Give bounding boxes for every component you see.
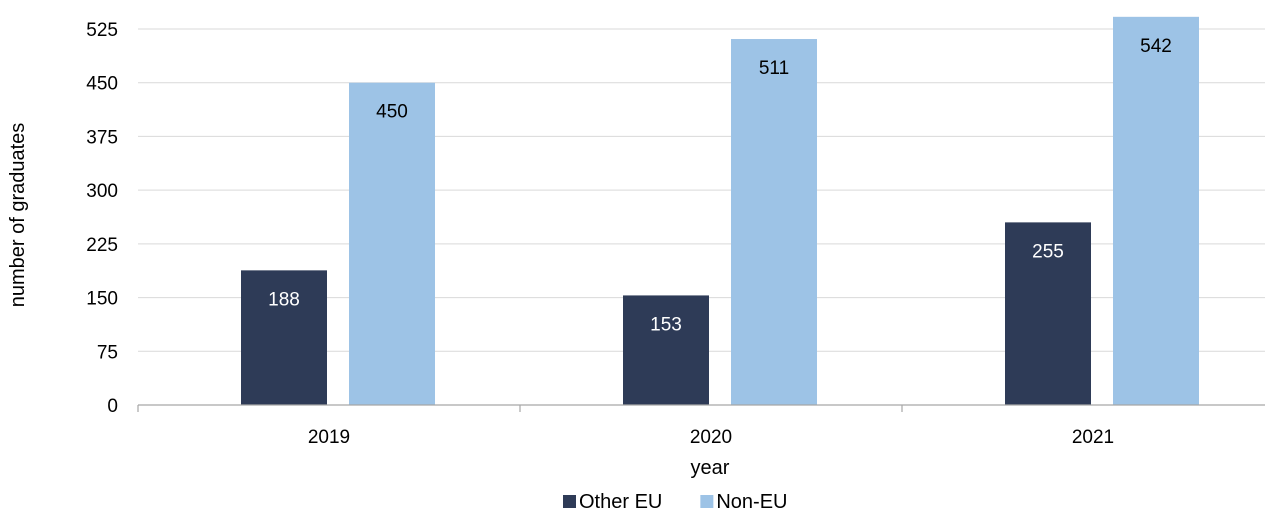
axes: 0 75 150 225 300 375 450 525 2019 2020 2021 <box>86 20 1265 448</box>
y-tick-label: 150 <box>86 289 118 310</box>
bar-non-eu-2019 <box>349 82 435 405</box>
y-tick-label: 375 <box>86 127 118 148</box>
y-tick-label: 75 <box>97 342 118 363</box>
x-tick-label: 2019 <box>308 427 350 448</box>
legend-label: Other EU <box>579 491 662 513</box>
y-tick-label: 450 <box>86 74 118 95</box>
bar-non-eu-2020 <box>731 39 817 405</box>
x-tick-label: 2020 <box>690 427 732 448</box>
y-tick-label: 0 <box>107 396 118 417</box>
data-label: 511 <box>759 58 789 79</box>
bar-other-eu-2020 <box>623 295 709 405</box>
data-label: 188 <box>268 289 300 310</box>
y-tick-label: 225 <box>86 235 118 256</box>
data-labels: 188 450 153 511 255 542 <box>268 36 1172 336</box>
legend: Other EU Non-EU <box>563 491 788 513</box>
data-label: 450 <box>376 102 408 123</box>
bar-other-eu-2021 <box>1005 222 1091 405</box>
legend-swatch <box>563 495 576 508</box>
bar-other-eu-2019 <box>241 270 327 405</box>
bar-non-eu-2021 <box>1113 16 1199 405</box>
data-label: 153 <box>650 314 682 335</box>
x-tick-label: 2021 <box>1072 427 1114 448</box>
data-label: 542 <box>1140 36 1172 57</box>
legend-label: Non-EU <box>716 491 787 513</box>
x-axis-title: year <box>691 457 730 479</box>
data-label: 255 <box>1032 241 1064 262</box>
y-axis-title: number of graduates <box>7 123 29 308</box>
bars <box>241 16 1199 405</box>
y-tick-label: 300 <box>86 181 118 202</box>
legend-swatch <box>700 495 714 508</box>
y-tick-label: 525 <box>86 20 118 41</box>
